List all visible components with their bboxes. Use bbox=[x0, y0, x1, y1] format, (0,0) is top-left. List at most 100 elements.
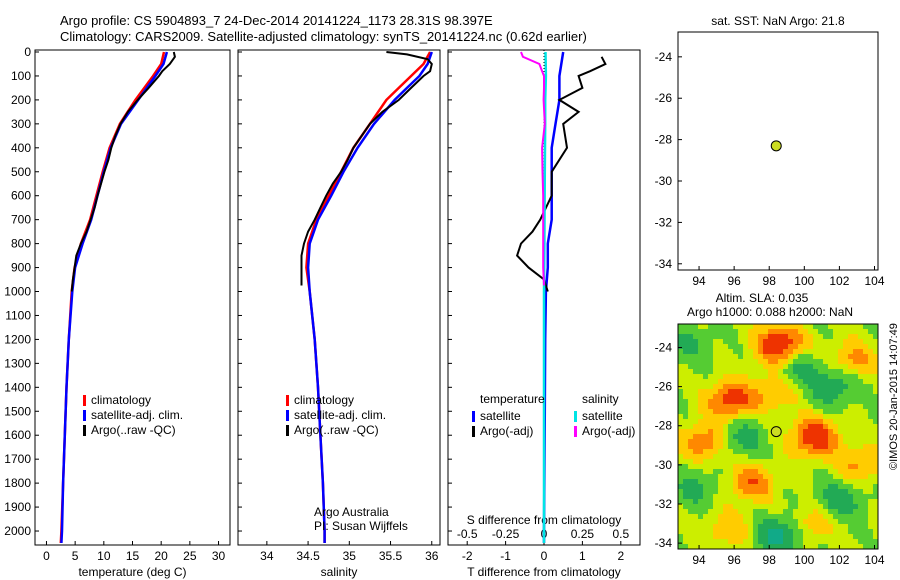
sla-heatmap-cell bbox=[803, 434, 809, 440]
sla-heatmap-cell bbox=[813, 394, 819, 400]
sla-heatmap-cell bbox=[798, 484, 804, 490]
sla-heatmap-cell bbox=[838, 389, 844, 395]
sla-heatmap-cell bbox=[818, 344, 824, 350]
sla-heatmap-cell bbox=[783, 354, 789, 360]
sla-heatmap-cell bbox=[783, 379, 789, 385]
sla-heatmap-cell bbox=[788, 464, 794, 470]
sla-heatmap-cell bbox=[708, 374, 714, 380]
sla-heatmap-cell bbox=[733, 479, 739, 485]
sla-heatmap-cell bbox=[873, 424, 879, 430]
sla-heatmap-cell bbox=[683, 419, 689, 425]
sla-heatmap-cell bbox=[693, 339, 699, 345]
sla-heatmap-cell bbox=[858, 404, 864, 410]
sla-heatmap-cell bbox=[708, 349, 714, 355]
sla-heatmap-cell bbox=[743, 544, 749, 550]
sla-heatmap-cell bbox=[693, 344, 699, 350]
sla-heatmap-cell bbox=[858, 394, 864, 400]
sla-heatmap-cell bbox=[818, 504, 824, 510]
sla-heatmap-cell bbox=[758, 529, 764, 535]
sla-heatmap-cell bbox=[758, 419, 764, 425]
sla-heatmap-cell bbox=[828, 404, 834, 410]
sla-heatmap-cell bbox=[868, 369, 874, 375]
sla-heatmap-cell bbox=[868, 539, 874, 545]
sla-heatmap-cell bbox=[813, 494, 819, 500]
sla-heatmap-cell bbox=[768, 354, 774, 360]
sla-heatmap-cell bbox=[868, 384, 874, 390]
sla-heatmap-cell bbox=[683, 529, 689, 535]
sla-heatmap-cell bbox=[848, 339, 854, 345]
sla-heatmap-cell bbox=[808, 499, 814, 505]
sla-heatmap-cell bbox=[708, 524, 714, 530]
sla-heatmap-cell bbox=[798, 509, 804, 515]
sla-heatmap-cell bbox=[698, 404, 704, 410]
sla-heatmap-cell bbox=[778, 459, 784, 465]
sla-heatmap-cell bbox=[858, 544, 864, 550]
sla-heatmap-cell bbox=[698, 394, 704, 400]
sla-heatmap-cell bbox=[838, 484, 844, 490]
sla-heatmap-cell bbox=[688, 509, 694, 515]
sla-heatmap-cell bbox=[718, 454, 724, 460]
sla-heatmap-cell bbox=[863, 414, 869, 420]
sla-heatmap-cell bbox=[773, 489, 779, 495]
sla-heatmap-cell bbox=[678, 394, 684, 400]
sla-heatmap-cell bbox=[838, 364, 844, 370]
sla-heatmap-cell bbox=[873, 509, 879, 515]
sla-heatmap-cell bbox=[873, 544, 879, 550]
sla-heatmap-cell bbox=[858, 414, 864, 420]
sla-heatmap-cell bbox=[843, 439, 849, 445]
sla-heatmap-cell bbox=[853, 359, 859, 365]
sla-heatmap-cell bbox=[853, 369, 859, 375]
sla-heatmap-cell bbox=[678, 454, 684, 460]
sla-heatmap-cell bbox=[763, 404, 769, 410]
sla-heatmap-cell bbox=[743, 364, 749, 370]
sla-heatmap-cell bbox=[693, 474, 699, 480]
sla-heatmap-cell bbox=[708, 509, 714, 515]
sla-heatmap-cell bbox=[688, 469, 694, 475]
sla-heatmap-cell bbox=[828, 434, 834, 440]
sla-heatmap-cell bbox=[843, 494, 849, 500]
sla-heatmap-cell bbox=[763, 484, 769, 490]
sla-heatmap-cell bbox=[868, 484, 874, 490]
salinity-xtick-label: 34 bbox=[260, 549, 274, 563]
sla-heatmap-cell bbox=[853, 424, 859, 430]
sla-heatmap-cell bbox=[873, 399, 879, 405]
sla-heatmap-cell bbox=[688, 524, 694, 530]
sla-heatmap-cell bbox=[718, 439, 724, 445]
sla-heatmap-cell bbox=[733, 394, 739, 400]
sla-heatmap-cell bbox=[808, 334, 814, 340]
sla-heatmap-cell bbox=[818, 454, 824, 460]
sla-heatmap-cell bbox=[808, 384, 814, 390]
sla-heatmap-cell bbox=[768, 399, 774, 405]
sla-heatmap-cell bbox=[863, 469, 869, 475]
sla-heatmap-cell bbox=[848, 349, 854, 355]
sla-heatmap-cell bbox=[708, 384, 714, 390]
sla-heatmap-cell bbox=[723, 344, 729, 350]
sla-heatmap-cell bbox=[863, 454, 869, 460]
sla-heatmap-cell bbox=[718, 414, 724, 420]
sla-heatmap-cell bbox=[678, 364, 684, 370]
sla-heatmap-cell bbox=[763, 384, 769, 390]
sla-heatmap-cell bbox=[768, 334, 774, 340]
sla-heatmap-cell bbox=[803, 364, 809, 370]
sla-heatmap-cell bbox=[803, 334, 809, 340]
sla-heatmap-cell bbox=[743, 504, 749, 510]
sla-heatmap-cell bbox=[773, 374, 779, 380]
sla-heatmap-cell bbox=[823, 379, 829, 385]
sla-heatmap-cell bbox=[758, 374, 764, 380]
depth-tick-label: 1800 bbox=[4, 476, 31, 490]
sla-heatmap-cell bbox=[793, 474, 799, 480]
sla-heatmap-cell bbox=[788, 504, 794, 510]
sla-heatmap-cell bbox=[778, 404, 784, 410]
sla-heatmap-cell bbox=[813, 519, 819, 525]
sla-heatmap-cell bbox=[768, 499, 774, 505]
sla-heatmap-cell bbox=[873, 474, 879, 480]
sla-heatmap-cell bbox=[738, 394, 744, 400]
sla-heatmap-cell bbox=[763, 519, 769, 525]
sla-heatmap-cell bbox=[853, 444, 859, 450]
sla-heatmap-cell bbox=[828, 494, 834, 500]
sla-heatmap-cell bbox=[858, 529, 864, 535]
sla-heatmap-cell bbox=[678, 544, 684, 550]
sla-heatmap-cell bbox=[873, 539, 879, 545]
sla-heatmap-cell bbox=[723, 484, 729, 490]
sla-heatmap-cell bbox=[818, 359, 824, 365]
